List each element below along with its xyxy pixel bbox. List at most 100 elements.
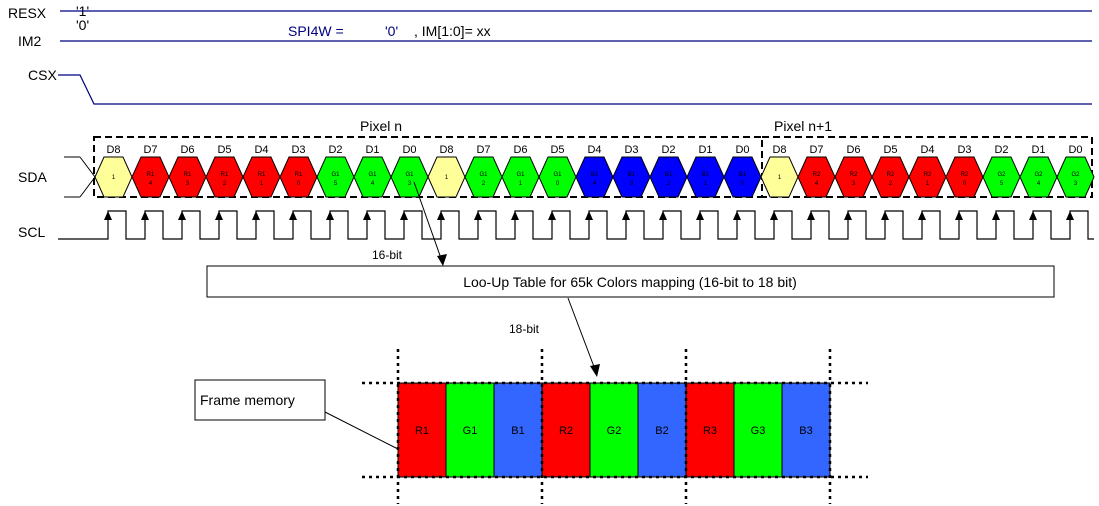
sda-bit-name: G1 bbox=[516, 172, 525, 178]
bit-label: D1 bbox=[1031, 144, 1045, 156]
scl-clock-wave bbox=[58, 210, 1094, 240]
memory-cell: B3 bbox=[781, 382, 831, 478]
sda-bit-name: B1 bbox=[702, 172, 710, 178]
bit-label: D3 bbox=[957, 144, 971, 156]
scl-edge-arrow bbox=[844, 211, 852, 220]
memory-cell-block bbox=[541, 382, 591, 478]
bit-label: D3 bbox=[624, 144, 638, 156]
eighteen-bit-label: 18-bit bbox=[509, 322, 540, 336]
sda-bit-index: 2 bbox=[223, 181, 227, 187]
pixel-n-label: Pixel n bbox=[360, 118, 402, 134]
sda-bit-cell: B1 0 bbox=[723, 156, 762, 198]
frame-memory-box bbox=[194, 379, 326, 421]
memory-cells: R1 G1 B1 R2 G2 B2 R3 G3 B3 bbox=[397, 382, 831, 478]
sda-bit-index: 3 bbox=[186, 181, 190, 187]
scl-edge-arrow bbox=[992, 211, 1000, 220]
frame-memory-connector bbox=[324, 411, 399, 450]
memory-cell-label: B3 bbox=[799, 425, 812, 437]
bit-label: D1 bbox=[698, 144, 712, 156]
memory-cell-block bbox=[445, 382, 495, 478]
sda-bit-name: G1 bbox=[331, 172, 340, 178]
spi4w-value: '0' bbox=[385, 23, 398, 39]
memory-cell-label: R1 bbox=[415, 425, 429, 437]
memory-cell-label: B1 bbox=[511, 425, 524, 437]
sda-bit-index: 5 bbox=[1000, 181, 1004, 187]
sda-bit-name: R2 bbox=[961, 172, 969, 178]
sda-bit-name: R2 bbox=[850, 172, 858, 178]
memory-cell-label: R2 bbox=[559, 425, 573, 437]
sda-bit-cell: R1 2 bbox=[205, 156, 244, 198]
scl-edge-arrow bbox=[733, 211, 741, 220]
scl-edge-arrow bbox=[807, 211, 815, 220]
signal-label-csx: CSX bbox=[28, 67, 57, 83]
sda-bit-cell: 1 bbox=[760, 156, 799, 198]
memory-cell: B1 bbox=[493, 382, 543, 478]
scl-edge-arrow bbox=[437, 211, 445, 220]
memory-cell: R3 bbox=[685, 382, 735, 478]
lut-box bbox=[206, 265, 1055, 298]
bit-label: D5 bbox=[550, 144, 564, 156]
scl-edge-arrow bbox=[1029, 211, 1037, 220]
scl-edge-arrow bbox=[585, 211, 593, 220]
sda-bit-name: G1 bbox=[553, 172, 562, 178]
bit-label: D2 bbox=[994, 144, 1008, 156]
sixteen-bit-arrowhead bbox=[437, 254, 447, 266]
bit-label: D7 bbox=[476, 144, 490, 156]
memory-grid-dashes bbox=[362, 349, 868, 504]
frame-memory-label: Frame memory bbox=[200, 392, 295, 408]
memory-cell-label: G1 bbox=[463, 425, 478, 437]
scl-edge-arrow bbox=[215, 211, 223, 220]
sda-bit-name: B1 bbox=[591, 172, 599, 178]
memory-cell-label: R3 bbox=[703, 425, 717, 437]
sda-bit-index: 3 bbox=[408, 181, 412, 187]
bit-label: D8 bbox=[106, 144, 120, 156]
sda-bit-name: R2 bbox=[887, 172, 895, 178]
scl-edge-arrow bbox=[289, 211, 297, 220]
sda-bit-name: B1 bbox=[739, 172, 747, 178]
bit-label: D5 bbox=[217, 144, 231, 156]
memory-cell-label: B2 bbox=[655, 425, 668, 437]
sda-bit-name: 1 bbox=[778, 175, 782, 181]
sda-bit-cell: G1 2 bbox=[464, 156, 503, 198]
sda-bit-cell: R1 3 bbox=[168, 156, 207, 198]
memory-cell: G1 bbox=[445, 382, 495, 478]
sda-bit-name: B1 bbox=[628, 172, 636, 178]
sda-bit-cell: 1 bbox=[94, 156, 133, 198]
scl-edge-arrow bbox=[474, 211, 482, 220]
scl-edge-arrow bbox=[511, 211, 519, 220]
scl-edge-arrow bbox=[178, 211, 186, 220]
sda-bit-index: 2 bbox=[482, 181, 486, 187]
sda-bit-cell: B1 3 bbox=[612, 156, 651, 198]
sda-bit-index: 1 bbox=[260, 181, 264, 187]
spi4w-label: SPI4W = bbox=[288, 23, 344, 39]
bit-label: D8 bbox=[439, 144, 453, 156]
sda-bit-index: 2 bbox=[889, 181, 893, 187]
sda-bit-index: 3 bbox=[630, 181, 634, 187]
sda-bit-index: 4 bbox=[1037, 181, 1041, 187]
sda-bit-name: R1 bbox=[295, 172, 303, 178]
scl-edge-arrow bbox=[400, 211, 408, 220]
memory-cell: G3 bbox=[733, 382, 783, 478]
bit-label: D4 bbox=[920, 144, 934, 156]
scl-edge-arrow bbox=[548, 211, 556, 220]
sda-bit-cell: R2 3 bbox=[834, 156, 873, 198]
scl-edge-arrow bbox=[252, 211, 260, 220]
sda-bit-name: B1 bbox=[665, 172, 673, 178]
memory-cell-block bbox=[781, 382, 831, 478]
sda-bit-cell: B1 1 bbox=[686, 156, 725, 198]
sda-bit-name: G2 bbox=[1071, 172, 1080, 178]
bit-label: D8 bbox=[772, 144, 786, 156]
sda-bit-cell: G1 1 bbox=[501, 156, 540, 198]
sda-bit-index: 1 bbox=[926, 181, 930, 187]
sixteen-bit-arrow bbox=[413, 181, 444, 265]
scl-edge-arrow bbox=[141, 211, 149, 220]
sda-bit-cell: R2 2 bbox=[871, 156, 910, 198]
lut-label: Loo-Up Table for 65k Colors mapping (16-… bbox=[463, 274, 797, 290]
sda-bit-index: 3 bbox=[852, 181, 856, 187]
scl-edge-arrow bbox=[1066, 211, 1074, 220]
sda-bit-name: G1 bbox=[368, 172, 377, 178]
bit-label: D4 bbox=[587, 144, 601, 156]
sda-bit-hexagon bbox=[1056, 156, 1095, 198]
